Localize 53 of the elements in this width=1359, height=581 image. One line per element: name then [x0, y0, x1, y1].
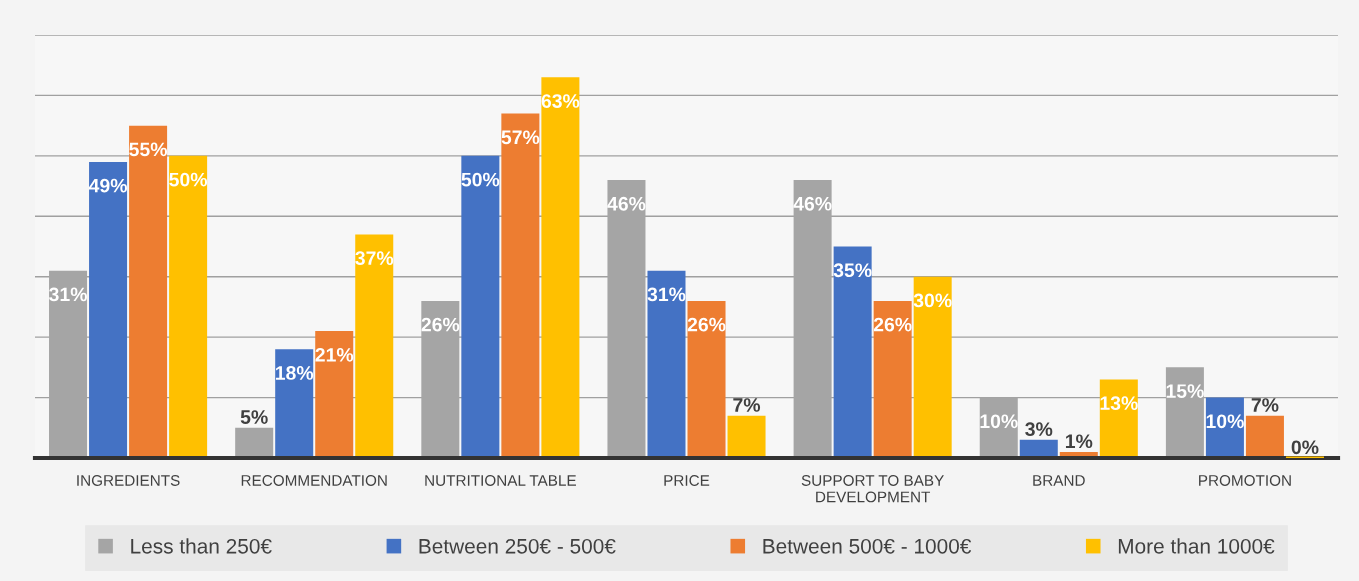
- bar: [833, 246, 872, 458]
- legend-label: More than 1000€: [1118, 538, 1275, 554]
- bar: [235, 427, 274, 458]
- bar: [1245, 415, 1284, 458]
- data-label: 26%: [687, 317, 726, 332]
- bar: [541, 77, 580, 458]
- data-label: 26%: [421, 317, 460, 332]
- data-label: 7%: [1251, 398, 1279, 412]
- x-tick-label: INGREDIENTS: [77, 475, 180, 486]
- data-label: 7%: [733, 398, 761, 412]
- data-label: 26%: [873, 317, 912, 332]
- x-tick-label: BRAND: [1033, 475, 1085, 486]
- bar: [315, 331, 354, 458]
- bar: [461, 155, 500, 458]
- data-label: 21%: [315, 347, 354, 362]
- bar: [687, 300, 726, 458]
- bar: [129, 125, 168, 458]
- data-label: 30%: [913, 293, 952, 308]
- data-label: 46%: [793, 196, 832, 211]
- bar: [501, 113, 540, 458]
- bar: [727, 415, 766, 458]
- data-label: 50%: [169, 172, 208, 187]
- legend-label: Less than 250€: [131, 538, 272, 554]
- bar: [275, 349, 314, 458]
- data-label: 13%: [1100, 396, 1138, 411]
- bar: [355, 234, 394, 458]
- data-label: 10%: [980, 414, 1018, 429]
- bar: [873, 300, 912, 458]
- legend-label: Between 250€ - 500€: [419, 538, 616, 554]
- data-label: 55%: [129, 142, 168, 157]
- bar: [647, 270, 686, 458]
- data-label: 5%: [240, 410, 268, 424]
- data-label: 0%: [1291, 440, 1319, 455]
- legend-label: Between 500€ - 1000€: [763, 538, 972, 554]
- bar: [1099, 379, 1138, 458]
- data-label: 46%: [607, 196, 646, 211]
- data-label: 49%: [88, 178, 128, 193]
- data-label: 3%: [1025, 422, 1053, 437]
- bar: [89, 161, 128, 458]
- data-label: 31%: [647, 287, 686, 302]
- x-tick-label: PROMOTION: [1199, 475, 1291, 486]
- x-tick-label: SUPPORT TO BABY DEVELOPMENT: [801, 475, 944, 503]
- bar: [913, 276, 952, 458]
- data-label: 1%: [1065, 434, 1093, 449]
- data-label: 18%: [275, 366, 314, 380]
- data-label: 37%: [355, 251, 394, 266]
- x-tick-label: NUTRITIONAL TABLE: [425, 475, 576, 486]
- data-label: 15%: [1166, 384, 1204, 398]
- bar: [169, 155, 208, 458]
- data-label: 10%: [1206, 414, 1244, 429]
- data-label: 31%: [49, 287, 87, 302]
- x-tick-label: PRICE: [664, 475, 710, 486]
- x-tick-label: RECOMMENDATION: [241, 475, 387, 486]
